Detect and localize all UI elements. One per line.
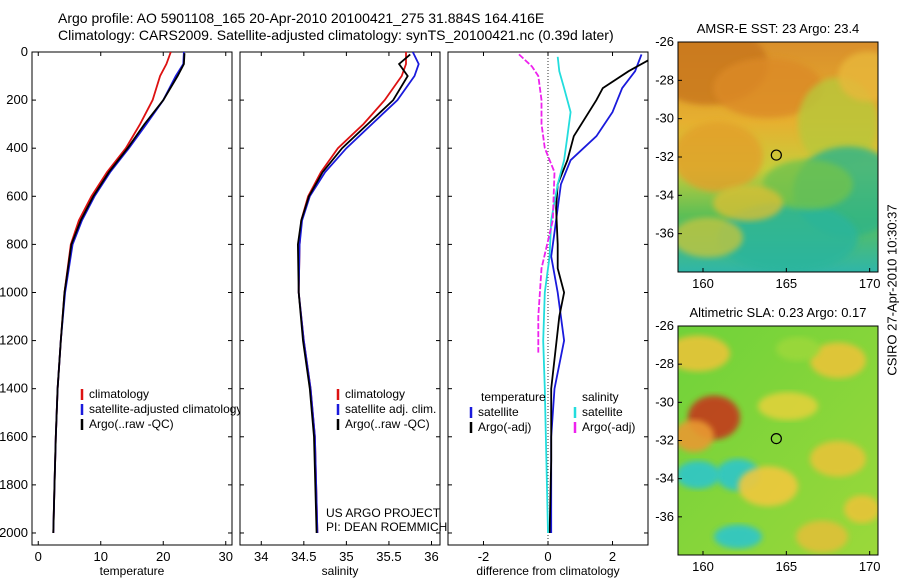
axes-frame [31,51,233,546]
x-tick-label: 20 [156,549,170,564]
x-axis-label: salinity [322,564,359,578]
sla-patch [810,440,866,477]
series-line-argo-raw-qc- [52,53,186,534]
y-tick-label: 1200 [0,333,28,348]
y-tick-label: -32 [655,433,674,448]
legend-entry: climatology [89,387,149,401]
map-title: AMSR-E SST: 23 Argo: 23.4 [697,21,860,36]
sst-patch [763,159,853,210]
profile-location-marker [770,432,782,445]
legend-entry: climatology [345,387,405,401]
profile-panel-1: 0 10 20 30 temperature 0 200 400 600 800 1000 1200 1… [0,44,242,578]
y-tick-label: 600 [6,188,28,203]
legend-entry: Argo(-adj) [582,420,635,434]
map-panel-2: 160 165 170 -26 -28 -30 -32 -34 -36 Altimetric SL… [655,305,880,574]
y-tick-label: -30 [655,394,674,409]
page-title: Argo profile: AO 5901108_165 20-Apr-2010… [58,10,545,26]
x-tick-label: 30 [219,549,233,564]
sla-patch [844,495,878,524]
y-tick-label: -36 [655,226,674,241]
map-panel-1: 160 165 170 -26 -28 -30 -32 -34 -36 AMSR-E SST: 2… [655,21,881,291]
legend-group-salinity: salinity [582,390,619,404]
x-tick-label: 34.5 [291,549,316,564]
legend-entry: satellite [478,405,519,419]
y-tick-label: 0 [21,44,28,59]
legend-entry: Argo(-adj) [478,420,531,434]
legend-group-temperature: temperature [481,390,546,404]
y-tick-label: -28 [655,356,674,371]
y-tick-label: 200 [6,92,28,107]
y-tick-label: 1800 [0,477,28,492]
series-line-salinity-satellite [542,56,572,534]
y-tick-label: 400 [6,140,28,155]
y-tick-label: -26 [655,34,674,49]
legend-entry: satellite adj. clim. [345,402,436,416]
y-tick-label: -34 [655,471,674,486]
x-tick-label: 34 [254,549,268,564]
y-tick-label: 1400 [0,381,28,396]
y-tick-label: -30 [655,111,674,126]
sla-patch [714,524,762,549]
profile-location-marker [770,149,782,161]
y-tick-label: 1000 [0,284,28,299]
map-panels: 160 165 170 -26 -28 -30 -32 -34 -36 AMSR-E SST: 2… [655,21,881,574]
x-axis-label: difference from climatology [476,564,619,578]
legend-entry: satellite [582,405,623,419]
sst-patch [713,185,783,221]
legend-entry: satellite-adjusted climatology [89,402,242,416]
sst-patch [713,58,823,118]
map-field [678,326,878,555]
x-tick-label: 170 [859,276,881,291]
y-tick-label: -34 [655,187,674,202]
profile-panels: 0 10 20 30temperature0200400600800100012001… [0,44,649,578]
y-tick-label: 2000 [0,525,28,540]
map-title: Altimetric SLA: 0.23 Argo: 0.17 [689,305,866,320]
legend-entry: Argo(..raw -QC) [89,417,174,431]
project-label: US ARGO PROJECT [326,506,441,520]
sst-patch [678,122,763,192]
sla-patch [678,335,730,372]
sla-patch [678,419,714,452]
y-tick-label: 800 [6,236,28,251]
sla-patch [678,460,720,489]
y-tick-label: 1600 [0,429,28,444]
y-tick-label: -28 [655,72,674,87]
axes-frame [239,51,441,546]
x-axis-label: temperature [100,564,165,578]
map-field [678,42,878,272]
x-tick-label: 0 [544,549,551,564]
x-tick-label: 36 [424,549,438,564]
profile-panel-2: 34 34.5 35 35.5 36 salinity climatologysatelli… [239,51,441,578]
sla-patch [776,336,820,361]
y-tick-label: -36 [655,509,674,524]
x-tick-label: 35 [339,549,353,564]
x-tick-label: 165 [775,276,797,291]
x-tick-label: 160 [692,559,714,574]
pi-label: PI: DEAN ROEMMICH [326,520,447,534]
y-tick-label: -32 [655,149,674,164]
x-tick-label: 10 [94,549,108,564]
x-tick-label: 160 [692,276,714,291]
legend-entry: Argo(..raw -QC) [345,417,430,431]
page-subtitle: Climatology: CARS2009. Satellite-adjuste… [58,27,614,43]
x-tick-label: 170 [859,559,881,574]
x-tick-label: -2 [478,549,490,564]
sst-patch [838,51,878,102]
x-tick-label: 35.5 [376,549,401,564]
series-line-argo-raw-qc- [296,53,411,534]
sla-patch [810,342,866,379]
sla-patch [796,520,848,553]
sla-patch [758,392,818,421]
y-tick-label: -26 [655,318,674,333]
x-tick-label: 165 [775,559,797,574]
series-line-salinity-argo-adj- [518,53,556,353]
x-tick-label: 0 [35,549,42,564]
x-tick-label: 2 [609,549,616,564]
sst-patch [678,217,743,258]
series-line-temperature-argo-adj- [548,59,648,534]
sla-patch [738,466,798,507]
